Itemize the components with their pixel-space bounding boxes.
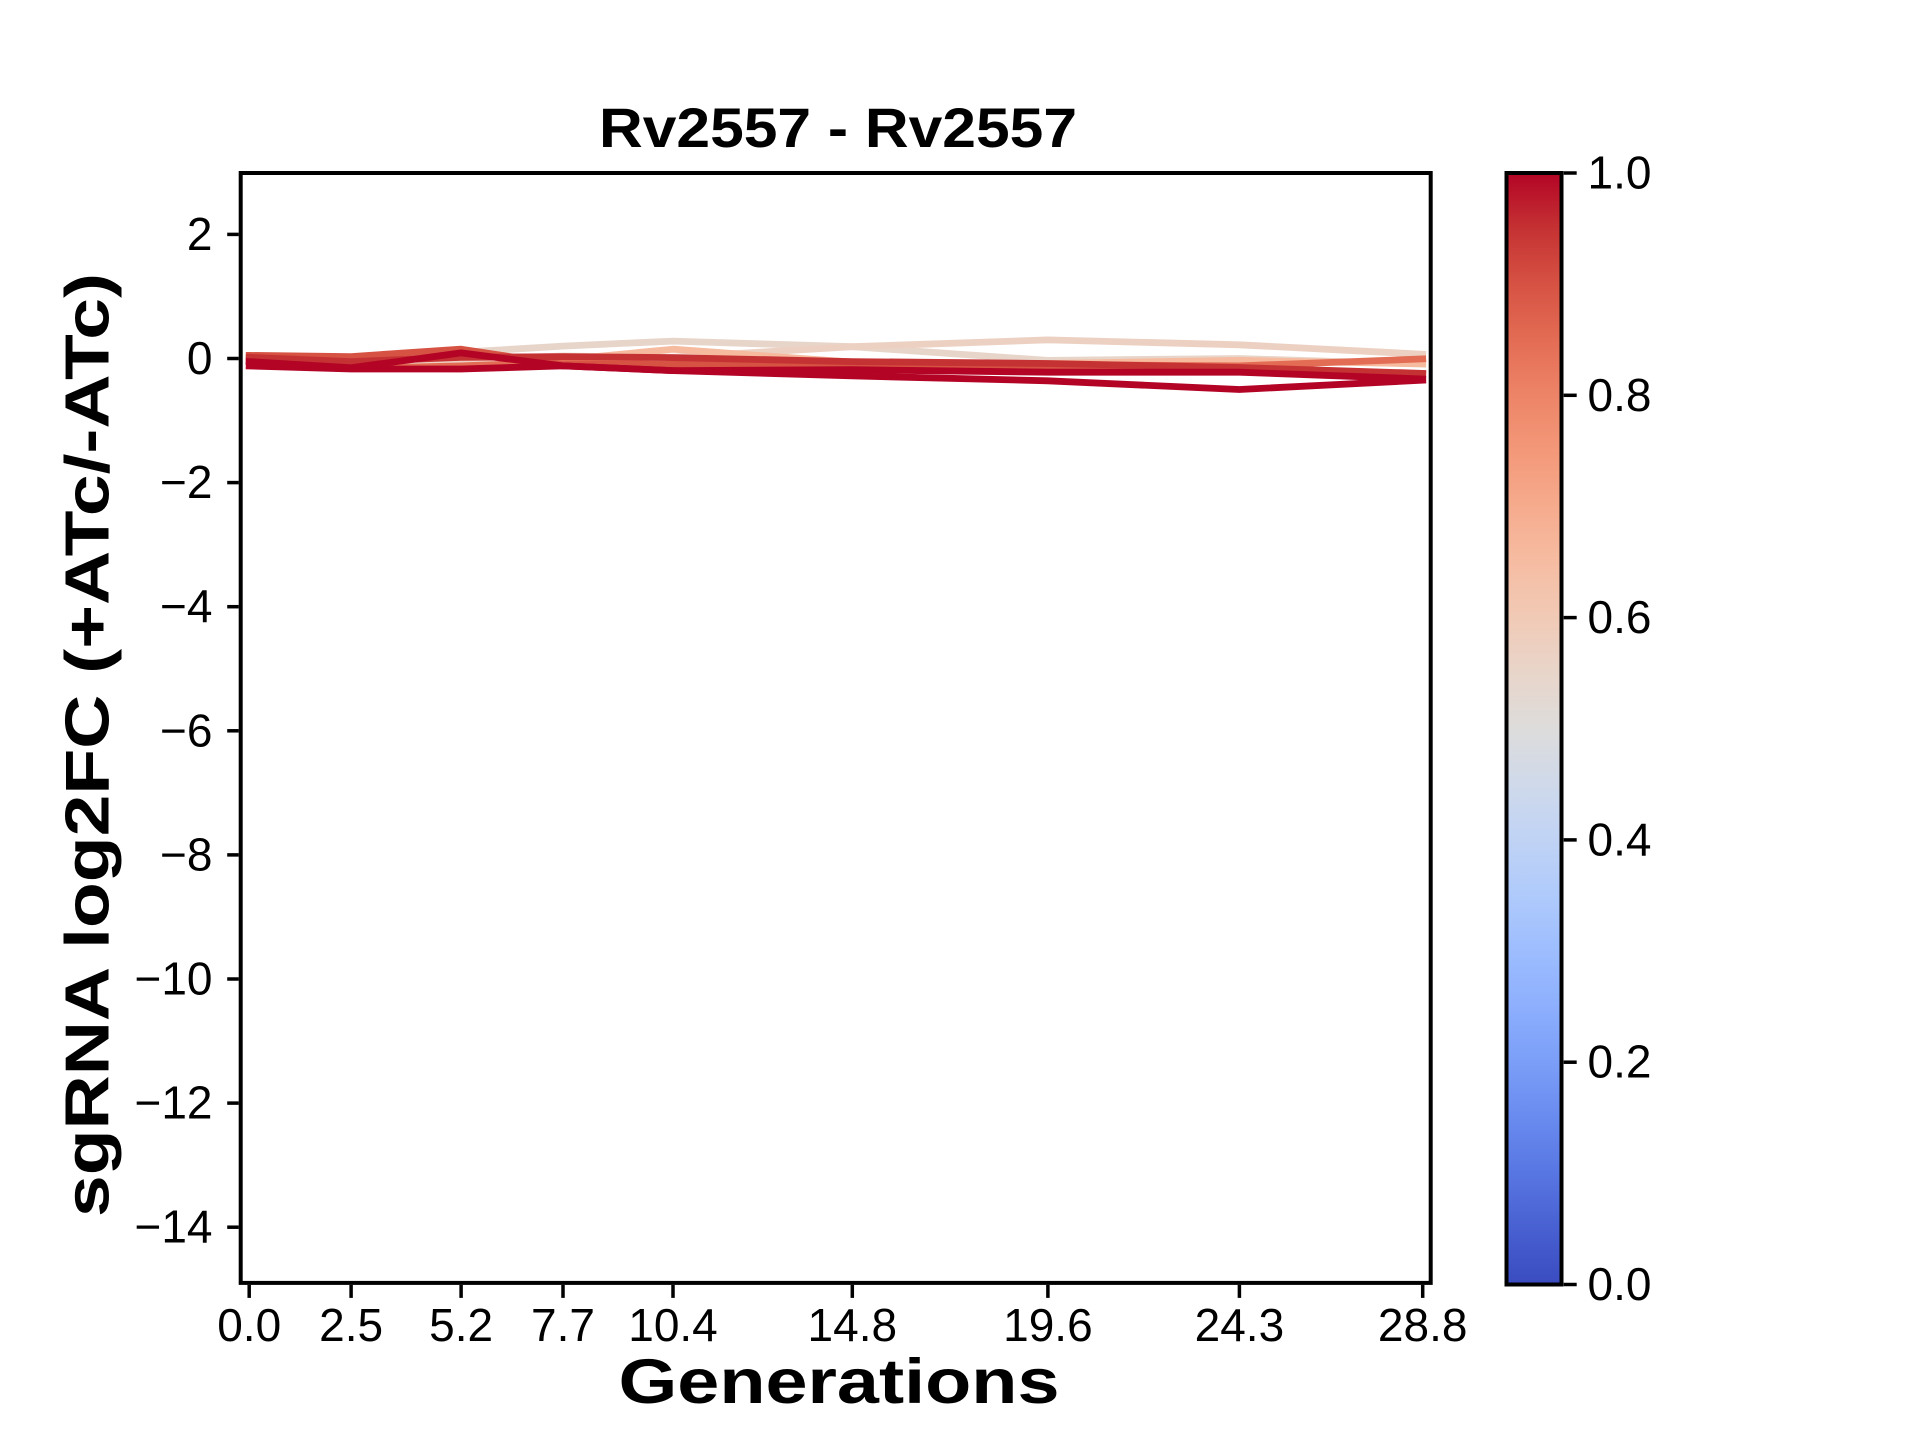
svg-text:−8: −8: [160, 828, 212, 880]
svg-text:0.8: 0.8: [1588, 369, 1652, 421]
svg-text:−14: −14: [134, 1201, 212, 1253]
svg-text:1.0: 1.0: [1588, 147, 1652, 199]
svg-text:Rv2557 - Rv2557: Rv2557 - Rv2557: [599, 97, 1077, 159]
svg-text:0.2: 0.2: [1588, 1036, 1652, 1088]
svg-text:7.7: 7.7: [531, 1299, 595, 1351]
svg-text:Generations: Generations: [619, 1347, 1060, 1417]
svg-text:sgRNA log2FC (+ATc/-ATc): sgRNA log2FC (+ATc/-ATc): [54, 273, 123, 1217]
svg-text:24.3: 24.3: [1195, 1299, 1285, 1351]
svg-text:5.2: 5.2: [429, 1299, 493, 1351]
svg-text:−4: −4: [160, 580, 212, 632]
svg-text:10.4: 10.4: [628, 1299, 718, 1351]
svg-text:0.0: 0.0: [1588, 1258, 1652, 1310]
svg-text:0.6: 0.6: [1588, 591, 1652, 643]
svg-text:0: 0: [187, 332, 213, 384]
svg-text:−10: −10: [134, 953, 212, 1005]
svg-text:14.8: 14.8: [808, 1299, 898, 1351]
svg-text:−6: −6: [160, 704, 212, 756]
svg-text:2: 2: [187, 208, 213, 260]
svg-text:19.6: 19.6: [1003, 1299, 1093, 1351]
svg-text:2.5: 2.5: [319, 1299, 383, 1351]
svg-text:−2: −2: [160, 456, 212, 508]
svg-text:28.8: 28.8: [1378, 1299, 1468, 1351]
svg-text:0.0: 0.0: [217, 1299, 281, 1351]
svg-text:−12: −12: [134, 1077, 212, 1129]
svg-text:0.4: 0.4: [1588, 813, 1652, 865]
